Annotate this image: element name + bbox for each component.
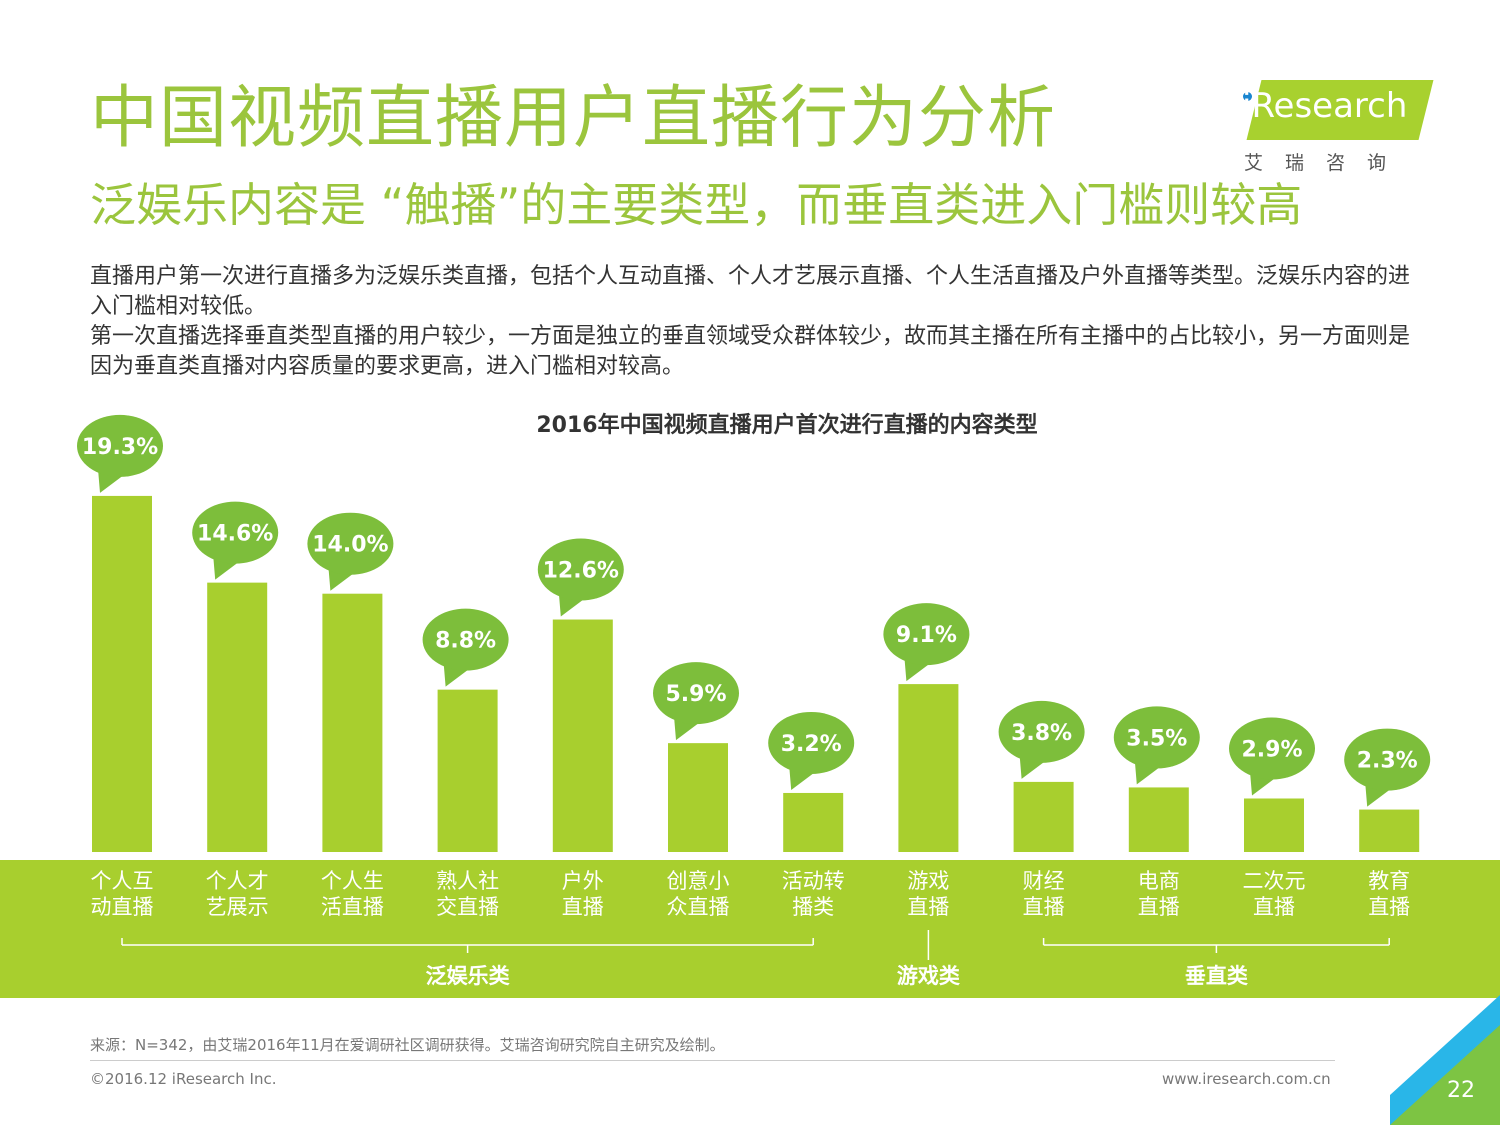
value-label: 2.9%: [1241, 737, 1302, 762]
category-label: 播类: [792, 895, 834, 919]
value-label: 5.9%: [665, 682, 726, 707]
logo-brand-text: iResearch: [1242, 86, 1408, 126]
value-label: 14.6%: [197, 522, 273, 547]
bar: [92, 495, 152, 852]
category-label: 个人互: [91, 869, 154, 893]
category-label: 活直播: [321, 895, 384, 919]
category-label: 直播: [907, 895, 949, 919]
value-label: 8.8%: [435, 629, 496, 654]
value-bubble: [1113, 706, 1200, 769]
bar: [668, 743, 728, 852]
footer-divider: [90, 1060, 1335, 1061]
bar: [1244, 798, 1304, 852]
value-label: 12.6%: [543, 559, 619, 584]
category-label: 个人才: [206, 869, 269, 893]
value-bubble: [537, 538, 624, 601]
category-label: 游戏: [907, 869, 949, 893]
iresearch-logo: iResearch 艾瑞咨询: [1236, 80, 1436, 174]
bar-chart: 2016年中国视频直播用户首次进行直播的内容类型 19.3% 个人互动直播 14.6%…: [0, 412, 1500, 998]
category-label: 直播: [1138, 895, 1180, 919]
value-label: 14.0%: [312, 533, 388, 558]
category-label: 动直播: [91, 895, 154, 919]
value-label: 3.8%: [1011, 721, 1072, 746]
footer-url: www.iresearch.com.cn: [1162, 1070, 1331, 1088]
category-label: 户外: [562, 869, 604, 893]
category-label: 个人生: [321, 869, 384, 893]
category-label: 直播: [562, 895, 604, 919]
category-label: 教育: [1368, 869, 1410, 893]
category-label: 财经: [1023, 869, 1065, 893]
value-label: 3.2%: [781, 732, 842, 757]
category-label: 二次元: [1243, 869, 1306, 893]
value-bubble: [653, 662, 739, 725]
value-label: 2.3%: [1357, 749, 1418, 774]
bar: [1359, 809, 1420, 852]
value-label: 19.3%: [82, 435, 158, 460]
bar: [322, 593, 383, 852]
corner-decoration: [1390, 995, 1500, 1125]
bar: [207, 582, 268, 852]
page-subtitle: 泛娱乐内容是 “触播”的主要类型，而垂直类进入门槛则较高: [90, 178, 1303, 232]
logo-dot-icon: [1243, 92, 1252, 101]
bar: [437, 689, 498, 852]
logo-cn-text: 艾瑞咨询: [1244, 152, 1409, 174]
category-label: 众直播: [667, 895, 730, 919]
value-label: 9.1%: [896, 623, 957, 648]
value-bubble: [192, 501, 279, 564]
bar: [783, 792, 844, 852]
value-bubble: [998, 700, 1085, 763]
bar: [1013, 781, 1074, 852]
category-label: 熟人社: [436, 869, 499, 893]
bar: [552, 619, 613, 852]
category-label: 直播: [1253, 895, 1295, 919]
value-bubble: [768, 711, 855, 774]
value-label: 3.5%: [1126, 726, 1187, 751]
page-title: 中国视频直播用户直播行为分析: [90, 79, 1057, 158]
value-bubble: [1344, 728, 1431, 791]
group-label: 泛娱乐类: [426, 964, 511, 988]
category-label: 直播: [1023, 895, 1065, 919]
value-bubble: [422, 608, 509, 671]
description-paragraph-2: 第一次直播选择垂直类型直播的用户较少，一方面是独立的垂直领域受众群体较少，故而其…: [90, 324, 1411, 379]
category-label: 艺展示: [206, 895, 269, 919]
bar: [1128, 787, 1189, 852]
description: 直播用户第一次进行直播多为泛娱乐类直播，包括个人互动直播、个人才艺展示直播、个人…: [90, 262, 1420, 382]
group-label: 游戏类: [897, 964, 961, 988]
chart-title: 2016年中国视频直播用户首次进行直播的内容类型: [536, 412, 1037, 438]
category-label: 交直播: [436, 895, 499, 919]
category-band: [0, 860, 1500, 998]
footer-source: 来源：N=342，由艾瑞2016年11月在爱调研社区调研获得。艾瑞咨询研究院自主…: [90, 1036, 725, 1054]
description-paragraph-1: 直播用户第一次进行直播多为泛娱乐类直播，包括个人互动直播、个人才艺展示直播、个人…: [90, 264, 1411, 319]
footer-copyright: ©2016.12 iResearch Inc.: [90, 1070, 277, 1088]
group-label: 垂直类: [1185, 964, 1249, 988]
value-bubble: [1229, 717, 1315, 780]
category-label: 电商: [1138, 869, 1180, 893]
page-number: 22: [1447, 1078, 1475, 1103]
category-label: 创意小: [667, 869, 730, 893]
value-bubble: [307, 512, 394, 575]
value-bubble: [77, 414, 163, 477]
category-label: 活动转: [782, 869, 845, 893]
value-bubble: [883, 603, 970, 666]
bar: [898, 684, 959, 852]
category-label: 直播: [1368, 895, 1410, 919]
